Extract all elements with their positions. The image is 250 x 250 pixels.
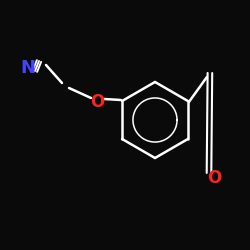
Text: O: O	[207, 169, 221, 187]
Text: O: O	[90, 93, 104, 111]
Text: N: N	[20, 59, 36, 77]
